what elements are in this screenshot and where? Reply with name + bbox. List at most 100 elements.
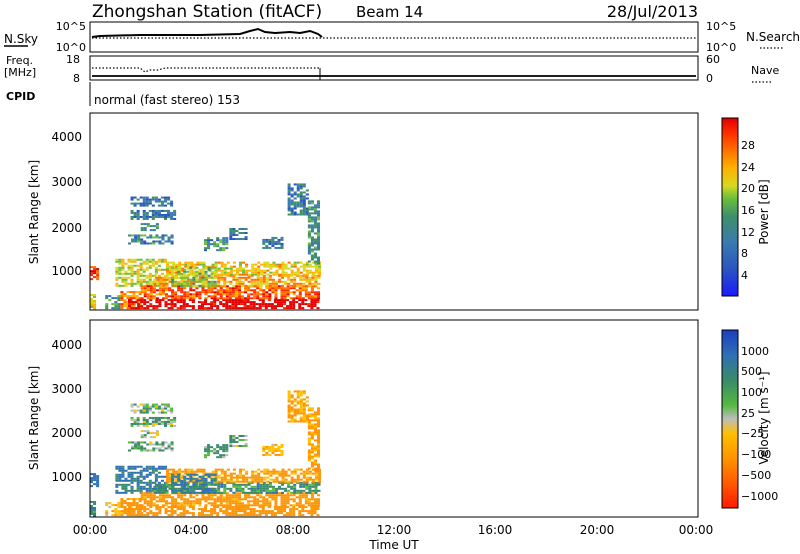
- velocity-cell: [146, 496, 150, 499]
- power-cell: [167, 213, 171, 216]
- velocity-cell: [302, 480, 306, 483]
- power-cell: [284, 267, 288, 270]
- velocity-cell: [120, 512, 124, 515]
- power-cell: [192, 297, 196, 300]
- power-cell: [292, 291, 296, 294]
- velocity-cell: [219, 502, 223, 505]
- velocity-cell: [213, 479, 217, 482]
- power-cell: [170, 234, 174, 237]
- power-cell: [183, 287, 187, 290]
- velocity-cell: [121, 465, 125, 468]
- power-cell: [225, 297, 229, 300]
- power-cell: [115, 272, 119, 275]
- velocity-cell: [127, 471, 131, 474]
- power-cell: [142, 198, 146, 201]
- power-cell: [142, 268, 146, 271]
- velocity-cell: [232, 436, 236, 440]
- velocity-cell: [171, 483, 175, 486]
- power-cell: [145, 202, 149, 205]
- power-cell: [287, 199, 291, 202]
- power-cell: [310, 250, 314, 253]
- power-cell: [149, 297, 153, 300]
- power-cell: [313, 252, 317, 255]
- station-title: Zhongshan Station (fitACF): [92, 2, 322, 22]
- power-cell: [146, 287, 150, 290]
- velocity-cell: [305, 396, 309, 399]
- power-cell: [195, 274, 199, 277]
- velocity-cell: [146, 449, 150, 452]
- velocity-cell: [295, 504, 299, 507]
- velocity-cell: [292, 504, 296, 507]
- power-cell: [105, 303, 109, 306]
- power-cell: [225, 289, 229, 292]
- power-cell: [189, 287, 193, 290]
- power-cell: [130, 268, 134, 271]
- velocity-cell: [124, 487, 128, 490]
- power-cell: [289, 291, 293, 294]
- power-cell: [264, 307, 268, 310]
- power-cell: [93, 272, 97, 275]
- power-cell: [304, 303, 308, 306]
- power-cell: [136, 213, 140, 216]
- velocity-cell: [318, 472, 322, 475]
- velocity-cell: [151, 411, 155, 414]
- power-cell: [155, 225, 159, 228]
- power-cell: [217, 278, 221, 281]
- velocity-cell: [201, 491, 205, 494]
- power-cell: [156, 282, 160, 285]
- velocity-cell: [262, 449, 266, 452]
- power-cell: [178, 261, 182, 264]
- power-cell: [302, 274, 306, 277]
- power-cell: [292, 297, 296, 300]
- power-cell: [296, 271, 300, 274]
- velocity-cell: [316, 443, 321, 446]
- power-cell: [139, 258, 143, 261]
- power-cell: [280, 238, 284, 241]
- power-cell: [305, 265, 309, 268]
- power-cell: [93, 303, 97, 306]
- power-cell: [213, 301, 217, 304]
- velocity-cell: [162, 487, 166, 490]
- velocity-cell: [310, 463, 314, 466]
- velocity-cell: [189, 496, 193, 499]
- power-cell: [313, 295, 317, 298]
- power-cell: [155, 236, 159, 239]
- velocity-cell: [105, 510, 109, 513]
- velocity-cell: [316, 500, 321, 503]
- power-cell: [247, 295, 251, 298]
- velocity-cell: [287, 398, 291, 401]
- power-cell: [210, 270, 214, 273]
- velocity-cell: [198, 483, 202, 486]
- power-cell: [287, 276, 291, 279]
- power-cell: [129, 295, 133, 298]
- velocity-cell: [243, 512, 247, 515]
- power-cell: [307, 214, 311, 217]
- velocity-cell: [304, 500, 308, 503]
- power-cell: [201, 274, 206, 277]
- power-cell: [237, 299, 241, 302]
- velocity-cell: [145, 409, 149, 412]
- power-cell: [277, 287, 281, 290]
- velocity-cell: [302, 402, 306, 405]
- power-cell: [187, 265, 191, 268]
- velocity-cell: [139, 422, 143, 425]
- velocity-cell: [229, 480, 233, 483]
- power-cell: [316, 295, 321, 298]
- power-cell: [159, 276, 163, 279]
- velocity-cell: [186, 481, 190, 484]
- power-cell: [171, 274, 175, 277]
- power-cell: [199, 271, 203, 274]
- power-cell: [155, 299, 159, 302]
- velocity-cell: [253, 500, 257, 503]
- velocity-cell: [126, 514, 130, 517]
- velocity-cell: [299, 406, 303, 409]
- velocity-cell: [283, 504, 287, 507]
- velocity-cell: [261, 512, 265, 515]
- velocity-cell: [197, 508, 201, 511]
- power-cell: [293, 265, 297, 268]
- velocity-cell: [284, 480, 288, 483]
- power-cell: [313, 208, 317, 211]
- power-cell: [140, 240, 144, 243]
- velocity-cell: [140, 447, 144, 450]
- velocity-cell: [284, 474, 288, 477]
